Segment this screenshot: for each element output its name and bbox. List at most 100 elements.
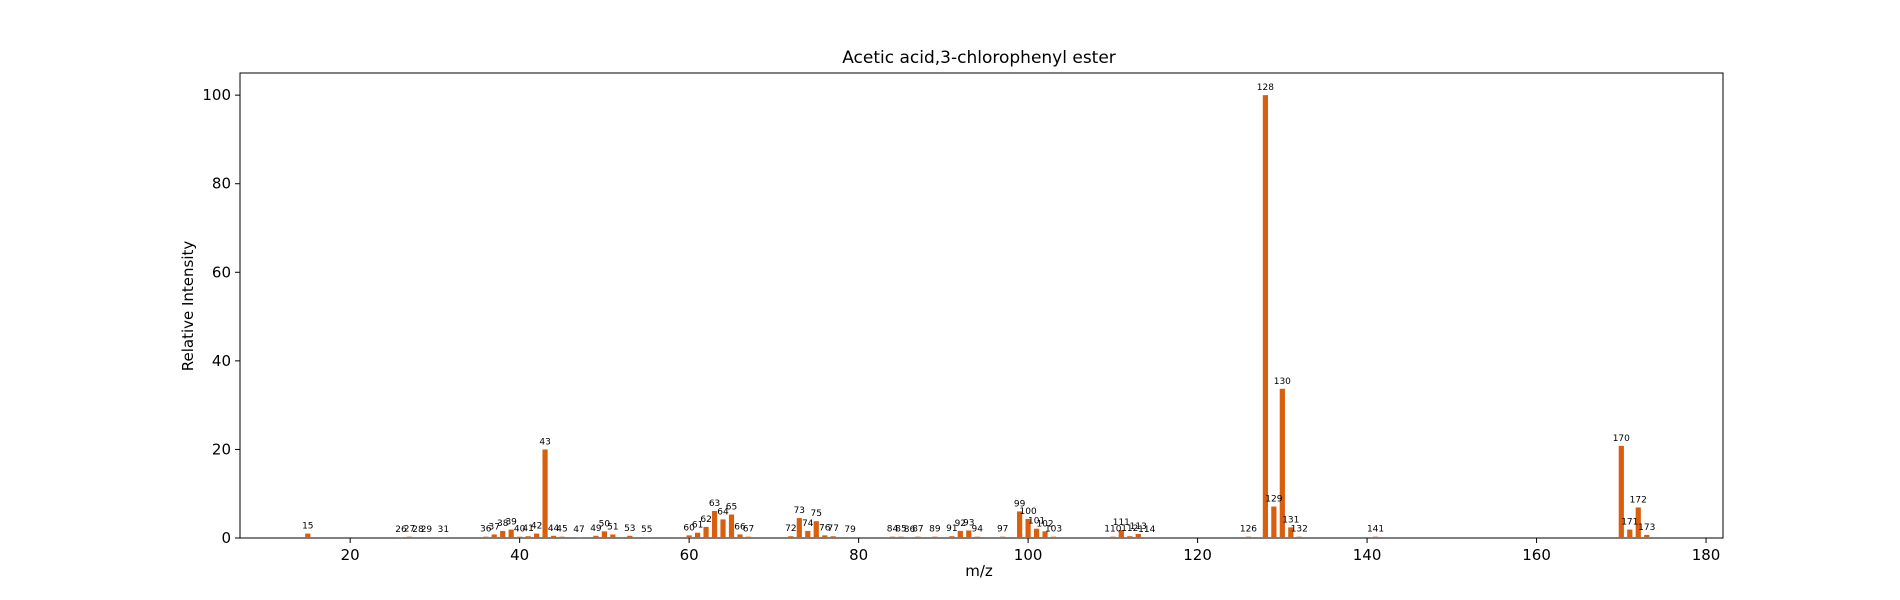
plot-frame — [239, 72, 1724, 539]
peak-bar — [627, 535, 633, 538]
peak-bar — [813, 521, 819, 538]
peak-label: 99 — [1014, 499, 1026, 509]
peak-bar — [1627, 529, 1633, 538]
peak-bar — [796, 518, 802, 538]
peak-label: 79 — [844, 525, 856, 535]
peak-bar — [415, 537, 421, 538]
peak-bar — [745, 536, 752, 538]
peak-bar — [966, 530, 972, 538]
peak-bar — [593, 535, 599, 538]
peak-label: 31 — [438, 525, 449, 535]
peak-label: 53 — [624, 524, 635, 534]
peak-label: 40 — [514, 525, 526, 535]
peak-label: 55 — [641, 525, 652, 535]
x-tick-label: 180 — [1692, 546, 1721, 564]
peak-label: 86 — [904, 525, 916, 535]
x-axis: 20 40 60 80 100 120 140 160 180 — [341, 538, 1721, 564]
peak-bar — [1118, 530, 1124, 538]
peak-bar — [703, 526, 709, 538]
peak-label: 84 — [887, 525, 899, 535]
peak-bar — [805, 530, 811, 538]
x-tick-label: 100 — [1014, 546, 1043, 564]
peak-bar — [559, 536, 565, 538]
x-tick-label: 140 — [1353, 546, 1382, 564]
peak-label: 170 — [1613, 434, 1630, 444]
peak-label: 49 — [590, 524, 602, 534]
peak-bar — [847, 537, 853, 538]
x-tick-label: 160 — [1522, 546, 1551, 564]
peak-bar — [576, 537, 582, 538]
peak-label: 39 — [505, 518, 517, 528]
peak-bar — [1372, 536, 1379, 538]
y-axis-title: Relative Intensity — [179, 241, 197, 372]
peak-label: 132 — [1291, 525, 1308, 535]
peak-bar — [398, 537, 404, 538]
peak-bar — [686, 535, 692, 538]
peak-bar — [483, 536, 489, 538]
peak-bar — [1245, 536, 1252, 538]
peak-bar — [1618, 445, 1624, 538]
peak-bar — [508, 529, 514, 538]
y-axis: 0 20 40 60 80 100 — [202, 86, 240, 547]
peak-label: 101 — [1028, 517, 1045, 527]
y-tick-label: 60 — [212, 263, 231, 281]
peak-label: 63 — [709, 499, 720, 509]
peak-label: 77 — [827, 524, 838, 534]
peak-label: 15 — [302, 522, 313, 532]
peak-bar — [1127, 536, 1133, 538]
peak-label: 36 — [480, 525, 492, 535]
y-tick-label: 80 — [212, 175, 231, 193]
peak-bar — [1279, 388, 1285, 538]
peak-bar — [1144, 537, 1150, 538]
peak-label: 112 — [1121, 524, 1138, 534]
peak-label: 76 — [819, 523, 831, 533]
peak-bar — [889, 536, 896, 538]
peak-label: 26 — [395, 525, 407, 535]
peak-bar — [1635, 507, 1641, 538]
peak-label: 42 — [531, 522, 542, 532]
peak-bar — [517, 536, 523, 538]
y-tick-label: 20 — [212, 440, 231, 458]
peak-label: 27 — [404, 525, 415, 535]
peak-label: 66 — [734, 522, 746, 532]
peak-label: 28 — [412, 525, 424, 535]
peak-label: 51 — [607, 522, 618, 532]
peak-label: 44 — [548, 524, 560, 534]
peak-label: 94 — [972, 525, 984, 535]
bars — [305, 95, 1650, 539]
peak-bar — [542, 449, 548, 538]
peak-label: 41 — [522, 524, 533, 534]
peak-bar — [728, 514, 735, 538]
peak-bar — [906, 537, 913, 538]
peak-label: 129 — [1265, 495, 1282, 505]
peak-bar — [711, 510, 718, 538]
chart-title: Acetic acid,3-chlorophenyl ester — [842, 48, 1116, 68]
peak-label: 60 — [683, 523, 695, 533]
peak-label: 113 — [1130, 522, 1147, 532]
peak-label: 114 — [1138, 525, 1155, 535]
peak-label: 91 — [946, 524, 957, 534]
peak-label: 87 — [912, 525, 923, 535]
peak-label: 67 — [743, 525, 754, 535]
peak-label: 43 — [539, 437, 550, 447]
peak-bar — [491, 534, 497, 538]
peak-label: 93 — [963, 518, 974, 528]
peak-bar — [1050, 536, 1057, 538]
peak-label: 130 — [1274, 377, 1291, 387]
peak-bar — [1033, 528, 1040, 538]
peak-label: 45 — [556, 525, 567, 535]
peak-label: 29 — [421, 525, 433, 535]
peak-label: 64 — [717, 507, 729, 517]
y-tick-label: 100 — [202, 86, 231, 104]
peak-bar — [500, 530, 506, 538]
peak-label: 173 — [1638, 523, 1655, 533]
peak-label: 126 — [1240, 525, 1257, 535]
peak-label: 111 — [1113, 518, 1130, 528]
peak-bar — [830, 536, 836, 538]
peak-label: 73 — [794, 506, 805, 516]
peak-label: 65 — [726, 503, 737, 513]
peak-bar — [1288, 527, 1294, 538]
peak-label: 85 — [895, 525, 906, 535]
